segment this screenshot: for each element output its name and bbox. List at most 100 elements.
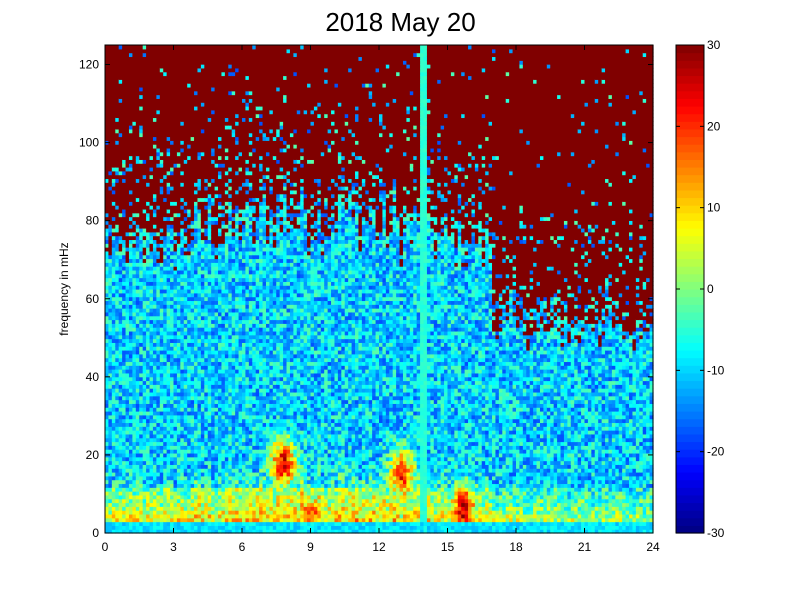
heatmap-cell bbox=[166, 102, 171, 107]
heatmap-cell bbox=[238, 525, 243, 530]
heatmap-cell bbox=[194, 525, 199, 530]
heatmap-cell bbox=[207, 45, 212, 50]
heatmap-cell bbox=[170, 334, 175, 340]
heatmap-cell bbox=[200, 52, 205, 58]
heatmap-cell bbox=[166, 201, 171, 206]
heatmap-cell bbox=[108, 452, 113, 458]
heatmap-cell bbox=[211, 98, 216, 103]
heatmap-cell bbox=[108, 52, 113, 58]
heatmap-cell bbox=[115, 48, 120, 54]
heatmap-cell bbox=[115, 155, 120, 160]
heatmap-cell bbox=[105, 147, 110, 153]
heatmap-cell bbox=[170, 128, 175, 134]
heatmap-cell bbox=[211, 163, 216, 168]
heatmap-cell bbox=[231, 220, 236, 225]
heatmap-cell bbox=[163, 102, 168, 107]
heatmap-cell bbox=[211, 311, 216, 317]
heatmap-cell bbox=[156, 292, 161, 298]
heatmap-cell bbox=[118, 388, 123, 393]
heatmap-cell bbox=[125, 281, 130, 286]
heatmap-cell bbox=[204, 384, 209, 389]
heatmap-cell bbox=[176, 98, 181, 103]
heatmap-cell bbox=[156, 231, 161, 237]
heatmap-cell bbox=[214, 330, 219, 336]
heatmap-cell bbox=[194, 353, 199, 359]
heatmap-cell bbox=[108, 472, 113, 477]
heatmap-cell bbox=[108, 197, 113, 202]
heatmap-cell bbox=[235, 117, 240, 122]
heatmap-cell bbox=[204, 228, 209, 233]
heatmap-cell bbox=[135, 117, 140, 122]
heatmap-cell bbox=[221, 426, 226, 431]
heatmap-cell bbox=[105, 254, 110, 260]
heatmap-cell bbox=[194, 197, 199, 202]
heatmap-cell bbox=[214, 117, 219, 122]
heatmap-cell bbox=[146, 163, 151, 168]
heatmap-cell bbox=[235, 304, 240, 309]
heatmap-cell bbox=[228, 338, 233, 343]
heatmap-cell bbox=[156, 338, 161, 343]
heatmap-cell bbox=[173, 266, 178, 271]
heatmap-cell bbox=[159, 243, 164, 248]
heatmap-cell bbox=[224, 323, 229, 328]
heatmap-cell bbox=[139, 472, 144, 477]
heatmap-cell bbox=[166, 452, 171, 458]
heatmap-cell bbox=[156, 193, 161, 199]
heatmap-cell bbox=[173, 380, 178, 385]
heatmap-cell bbox=[156, 247, 161, 252]
heatmap-cell bbox=[170, 262, 175, 267]
heatmap-cell bbox=[204, 449, 209, 454]
heatmap-cell bbox=[105, 472, 110, 477]
heatmap-cell bbox=[221, 510, 226, 515]
heatmap-cell bbox=[211, 372, 216, 378]
heatmap-cell bbox=[139, 300, 144, 305]
heatmap-cell bbox=[180, 52, 185, 58]
heatmap-cell bbox=[204, 64, 209, 69]
heatmap-cell bbox=[152, 308, 157, 313]
heatmap-cell bbox=[122, 64, 127, 69]
heatmap-cell bbox=[173, 411, 178, 416]
heatmap-cell bbox=[235, 67, 240, 73]
heatmap-cell bbox=[146, 422, 151, 427]
heatmap-cell bbox=[224, 136, 229, 141]
heatmap-cell bbox=[108, 430, 113, 435]
heatmap-cell bbox=[180, 308, 185, 313]
heatmap-cell bbox=[156, 502, 161, 507]
heatmap-cell bbox=[118, 121, 123, 126]
heatmap-cell bbox=[142, 464, 147, 469]
heatmap-cell bbox=[111, 445, 116, 450]
heatmap-cell bbox=[159, 292, 164, 298]
heatmap-cell bbox=[200, 86, 205, 92]
heatmap-cell bbox=[105, 426, 110, 431]
heatmap-cell bbox=[139, 208, 144, 214]
heatmap-cell bbox=[163, 235, 168, 241]
heatmap-cell bbox=[156, 235, 161, 241]
heatmap-cell bbox=[180, 422, 185, 427]
heatmap-cell bbox=[235, 437, 240, 443]
heatmap-cell bbox=[159, 136, 164, 141]
heatmap-cell bbox=[235, 182, 240, 187]
heatmap-cell bbox=[166, 464, 171, 469]
heatmap-cell bbox=[173, 372, 178, 378]
heatmap-cell bbox=[105, 75, 110, 80]
heatmap-cell bbox=[122, 281, 127, 286]
heatmap-cell bbox=[139, 71, 144, 77]
heatmap-cell bbox=[190, 75, 195, 80]
heatmap-cell bbox=[135, 433, 140, 439]
heatmap-cell bbox=[235, 75, 240, 80]
heatmap-cell bbox=[108, 403, 113, 408]
heatmap-cell bbox=[200, 292, 205, 298]
heatmap-cell bbox=[228, 56, 233, 61]
heatmap-cell bbox=[108, 254, 113, 260]
heatmap-cell bbox=[115, 60, 120, 65]
heatmap-cell bbox=[235, 250, 240, 256]
heatmap-cell bbox=[122, 258, 127, 263]
heatmap-cell bbox=[231, 346, 236, 351]
heatmap-cell bbox=[146, 308, 151, 313]
heatmap-cell bbox=[211, 193, 216, 199]
heatmap-cell bbox=[224, 193, 229, 199]
heatmap-cell bbox=[214, 174, 219, 180]
heatmap-cell bbox=[166, 277, 171, 282]
heatmap-cell bbox=[218, 151, 223, 157]
heatmap-cell bbox=[125, 525, 130, 530]
